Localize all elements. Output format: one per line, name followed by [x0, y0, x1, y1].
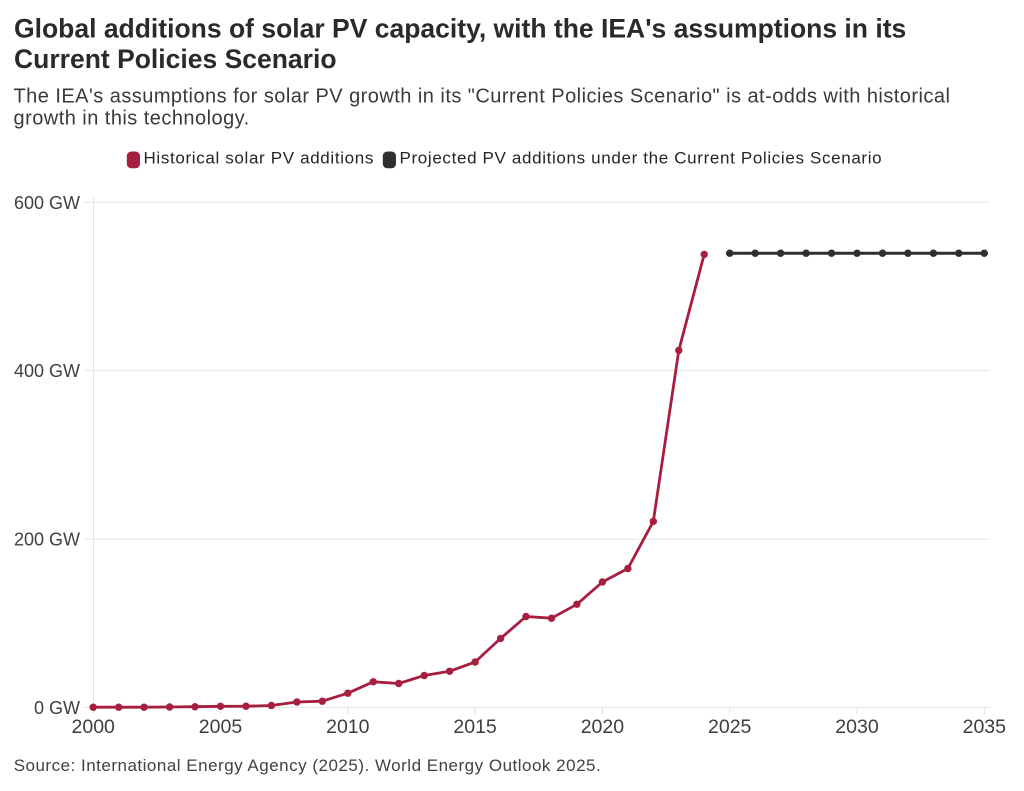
svg-text:2030: 2030 — [835, 716, 879, 738]
svg-text:2010: 2010 — [326, 716, 370, 738]
svg-text:growth in this technology.: growth in this technology. — [14, 108, 250, 130]
svg-text:0 GW: 0 GW — [34, 698, 80, 718]
svg-text:200 GW: 200 GW — [14, 530, 80, 550]
svg-text:2000: 2000 — [72, 716, 116, 738]
svg-text:600 GW: 600 GW — [14, 193, 80, 213]
svg-text:Current Policies Scenario: Current Policies Scenario — [14, 44, 337, 74]
svg-text:2015: 2015 — [453, 716, 497, 738]
svg-text:2025: 2025 — [708, 716, 752, 738]
svg-text:2005: 2005 — [199, 716, 243, 738]
svg-text:400 GW: 400 GW — [14, 361, 80, 381]
svg-text:2035: 2035 — [963, 716, 1007, 738]
svg-text:2020: 2020 — [581, 716, 625, 738]
svg-text:Global additions of solar PV c: Global additions of solar PV capacity, w… — [14, 13, 906, 43]
svg-text:Historical solar PV additions: Historical solar PV additions — [144, 149, 375, 168]
svg-text:The IEA's assumptions for sola: The IEA's assumptions for solar PV growt… — [14, 86, 951, 108]
svg-text:Source: International Energy A: Source: International Energy Agency (202… — [14, 756, 602, 775]
svg-text:Projected PV additions under t: Projected PV additions under the Current… — [400, 149, 883, 168]
